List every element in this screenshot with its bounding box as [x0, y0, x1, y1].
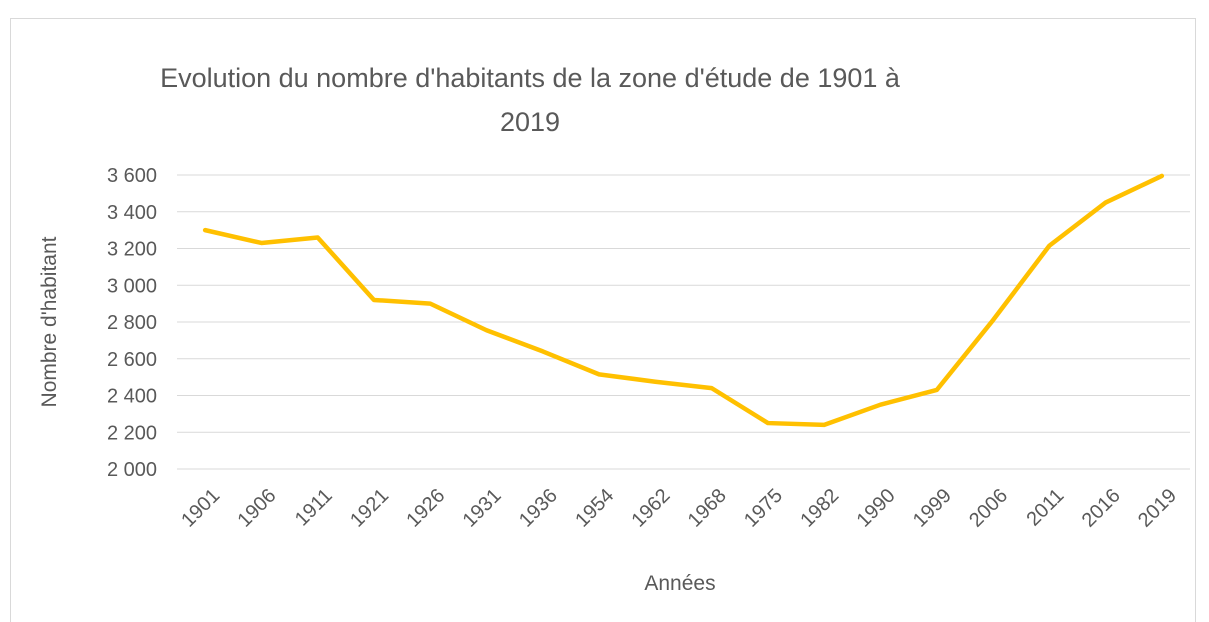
- x-tick-label: 1982: [796, 485, 843, 532]
- x-tick-label: 1962: [627, 485, 674, 532]
- x-tick-label: 2016: [1078, 485, 1125, 532]
- x-tick-label: 1954: [571, 485, 618, 532]
- y-tick-label: 2 000: [107, 459, 157, 481]
- x-tick-label: 1911: [291, 485, 337, 531]
- y-tick-label: 3 000: [107, 275, 157, 297]
- y-tick-label: 3 600: [107, 165, 157, 187]
- y-tick-label: 2 400: [107, 386, 157, 408]
- x-tick-label: 1931: [459, 485, 506, 532]
- x-tick-label: 1990: [853, 485, 900, 532]
- y-tick-label: 2 800: [107, 312, 157, 334]
- x-tick-label: 1999: [909, 485, 956, 532]
- x-tick-label: 1921: [346, 485, 393, 532]
- x-tick-label: 1975: [740, 485, 787, 532]
- chart-border: [10, 18, 1196, 622]
- x-tick-label: 1906: [234, 485, 281, 532]
- y-tick-label: 2 600: [107, 349, 157, 371]
- x-tick-label: 1926: [402, 485, 449, 532]
- x-tick-label: 1968: [684, 485, 731, 532]
- y-tick-label: 3 400: [107, 202, 157, 224]
- line-series: [202, 173, 1165, 428]
- x-axis-title: Années: [644, 572, 715, 595]
- x-tick-label: 2019: [1134, 485, 1181, 532]
- x-tick-label: 1936: [515, 485, 562, 532]
- y-tick-label: 3 200: [107, 239, 157, 261]
- y-tick-label: 2 200: [107, 422, 157, 444]
- y-axis-title: Nombre d'habitant: [38, 236, 61, 407]
- x-tick-label: 2006: [965, 485, 1012, 532]
- x-tick-label: 2011: [1022, 485, 1068, 531]
- x-tick-label: 1901: [177, 485, 224, 532]
- chart-title: Evolution du nombre d'habitants de la zo…: [160, 63, 900, 137]
